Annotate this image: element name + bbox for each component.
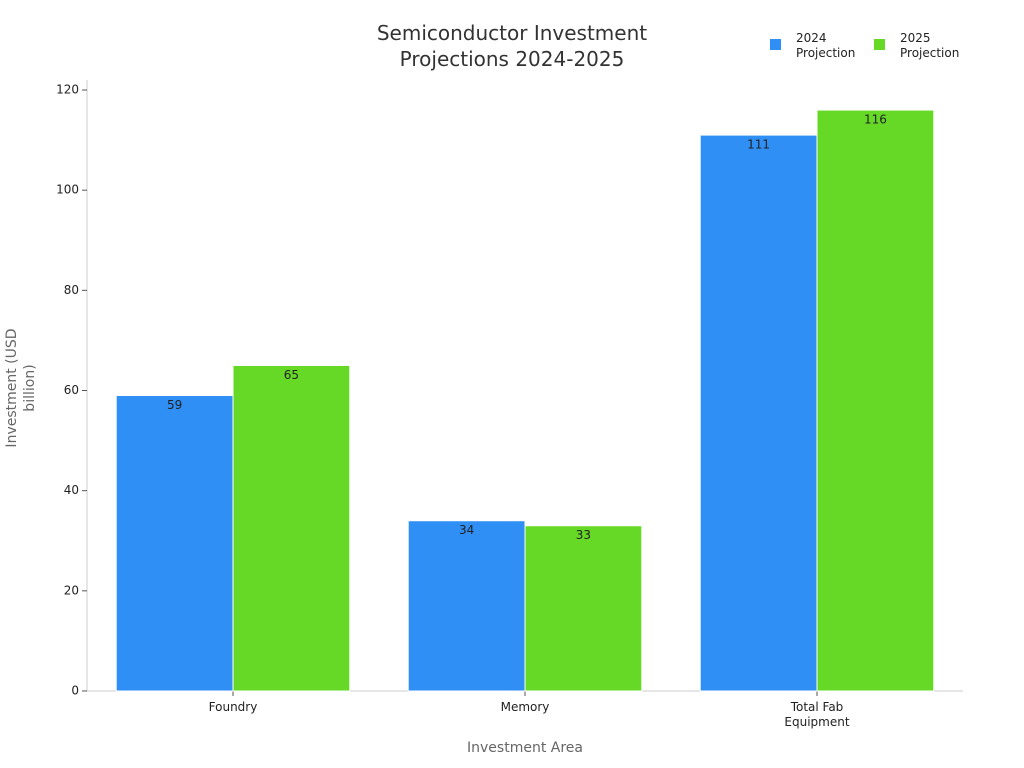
y-tick-label: 100 [56,183,79,197]
data-label: 111 [747,138,770,152]
x-axis-label: Investment Area [467,740,583,756]
y-tick-label: 0 [71,684,79,698]
bar [524,525,643,692]
legend-label: 2024 Projection [796,31,856,60]
x-tick-label: Memory [500,700,550,714]
y-tick-label: 40 [64,483,79,497]
bar [407,520,526,692]
legend-label: 2025 Projection [900,31,960,60]
y-axis-label: Investment (USD billion) [4,328,38,448]
data-label: 33 [576,528,591,542]
y-tick-label: 60 [64,383,79,397]
data-label: 34 [459,523,474,537]
bar [816,109,935,692]
data-label: 116 [864,113,887,127]
y-tick-label: 120 [56,83,79,97]
data-label: 59 [167,398,182,412]
chart-title: Semiconductor Investment Projections 202… [376,21,648,71]
x-tick-label: Foundry [208,700,258,714]
bar [115,395,234,692]
x-tick-label: Total Fab Equipment [784,700,850,729]
y-tick-label: 20 [64,583,79,597]
data-label: 65 [284,368,299,382]
y-tick-label: 80 [64,283,79,297]
bar [699,134,818,692]
legend-swatch [874,39,885,50]
bar [232,364,351,692]
legend-swatch [770,39,781,50]
